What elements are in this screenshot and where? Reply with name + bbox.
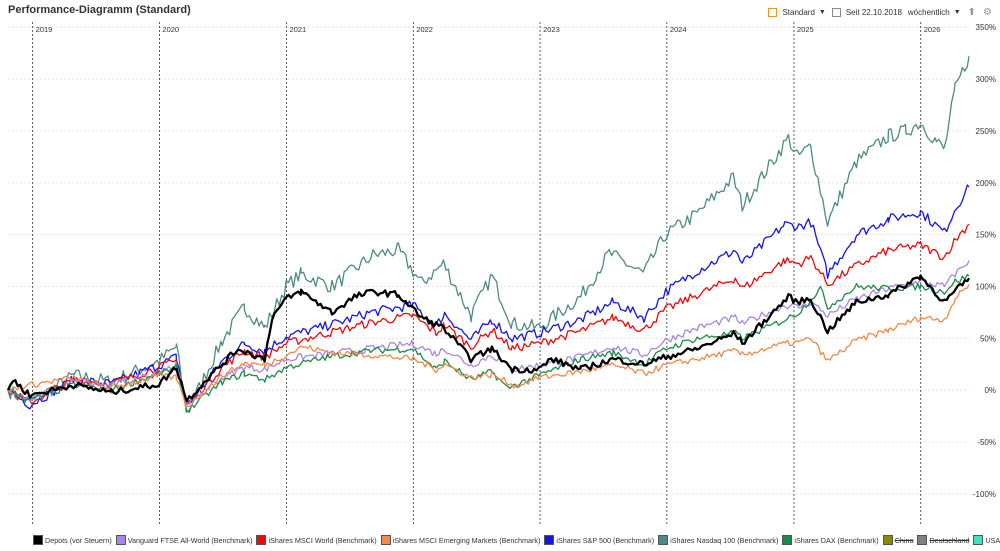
legend-swatch — [882, 535, 893, 545]
legend-item[interactable]: iShares S&P 500 (Benchmark) — [544, 535, 654, 545]
y-tick-label: 50% — [980, 334, 996, 343]
series-line-6 — [6, 274, 970, 403]
date-label: Seit 22.10.2018 — [845, 7, 902, 17]
legend-item[interactable]: China — [882, 535, 914, 545]
y-tick-label: 350% — [976, 23, 996, 32]
legend-label: iShares DAX (Benchmark) — [794, 535, 879, 545]
chart-toolbar: Standard ▼ Seit 22.10.2018 wöchentlich ▼… — [762, 5, 992, 19]
legend-item[interactable]: Deutschland — [917, 535, 969, 545]
preset-selector[interactable]: Standard ▼ — [768, 7, 826, 17]
legend-label: Depots (vor Steuern) — [45, 535, 112, 545]
legend-item[interactable]: USA — [973, 535, 1000, 545]
legend-swatch — [917, 535, 928, 545]
legend-label: iShares MSCI Emerging Markets (Benchmark… — [392, 535, 541, 545]
preset-label: Standard — [782, 7, 815, 17]
legend-swatch — [658, 535, 669, 545]
legend-item[interactable]: iShares DAX (Benchmark) — [782, 535, 879, 545]
legend-swatch — [782, 535, 793, 545]
legend-swatch — [544, 535, 555, 545]
y-tick-label: 250% — [976, 127, 996, 136]
legend-item[interactable]: iShares MSCI Emerging Markets (Benchmark… — [380, 535, 541, 545]
legend-item[interactable]: Depots (vor Steuern) — [33, 535, 112, 545]
performance-chart: 2019 2020 2021 2022 2023 2024 2025 2026 -100% -5… — [6, 22, 996, 525]
chevron-down-icon: ▼ — [818, 8, 826, 16]
calendar-icon — [831, 7, 841, 17]
legend-item[interactable]: iShares Nasdaq 100 (Benchmark) — [658, 535, 778, 545]
date-range-selector[interactable]: Seit 22.10.2018 — [831, 7, 902, 17]
legend-label: Deutschland — [929, 535, 970, 545]
year-label: 2021 — [290, 25, 307, 34]
legend-swatch — [256, 535, 267, 545]
calendar-icon — [768, 7, 778, 17]
legend-item[interactable]: iShares MSCI World (Benchmark) — [256, 535, 377, 545]
legend-label: iShares Nasdaq 100 (Benchmark) — [670, 535, 779, 545]
legend-label: China — [894, 535, 914, 545]
legend-label: USA — [985, 535, 1000, 545]
y-tick-label: 200% — [976, 179, 996, 188]
legend-swatch — [33, 535, 43, 545]
y-tick-label: 300% — [976, 75, 996, 84]
y-axis-ticks: -100% -50% 0% 50% 100% 150% 200% 250% 300% 350% — [973, 23, 996, 499]
legend: Depots (vor Steuern) Vanguard FTSE All-Wo… — [33, 535, 1000, 545]
y-tick-label: -100% — [973, 490, 996, 499]
legend-swatch — [973, 535, 984, 545]
export-icon[interactable]: ⬆ — [967, 6, 977, 18]
y-tick-label: 100% — [976, 282, 996, 291]
year-markers: 2019 2020 2021 2022 2023 2024 2025 2026 — [32, 22, 941, 525]
legend-swatch — [380, 535, 391, 545]
gear-icon[interactable]: ⚙ — [983, 6, 992, 18]
series-line-4 — [7, 273, 970, 413]
legend-label: iShares MSCI World (Benchmark) — [268, 535, 377, 545]
series-line-3 — [7, 260, 970, 405]
year-label: 2019 — [36, 25, 53, 34]
year-label: 2025 — [797, 25, 814, 34]
year-label: 2024 — [670, 25, 687, 34]
year-label: 2022 — [416, 25, 433, 34]
legend-item[interactable]: Vanguard FTSE All-World (Benchmark) — [115, 535, 253, 545]
year-label: 2023 — [543, 25, 560, 34]
legend-label: iShares S&P 500 (Benchmark) — [556, 535, 655, 545]
interval-selector[interactable]: wöchentlich ▼ — [908, 8, 961, 17]
series-line-2 — [7, 223, 970, 405]
series-line-5 — [7, 284, 970, 409]
legend-swatch — [115, 535, 126, 545]
chevron-down-icon: ▼ — [953, 8, 961, 16]
page-title: Performance-Diagramm (Standard) — [8, 4, 191, 16]
series-line-1 — [7, 184, 970, 410]
y-tick-label: -50% — [977, 438, 996, 447]
legend-label: Vanguard FTSE All-World (Benchmark) — [127, 535, 253, 545]
year-label: 2026 — [924, 25, 941, 34]
interval-label: wöchentlich — [907, 7, 950, 17]
year-label: 2020 — [162, 25, 179, 34]
series-layer — [6, 56, 970, 413]
y-tick-label: 150% — [976, 231, 996, 240]
y-tick-label: 0% — [984, 386, 996, 395]
series-line-0 — [7, 56, 970, 413]
